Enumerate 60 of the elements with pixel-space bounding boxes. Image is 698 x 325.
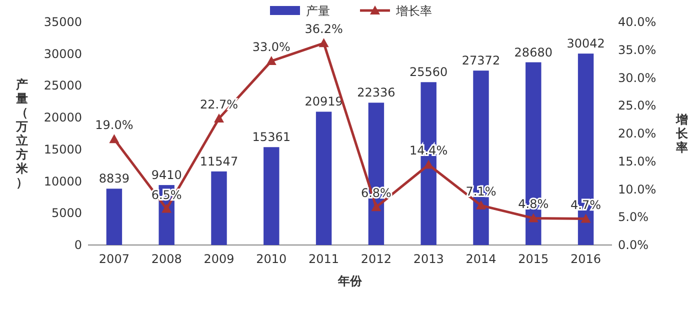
- y2-tick-label: 25.0%: [618, 98, 656, 113]
- point: [580, 214, 591, 223]
- x-tick-label: 2016: [570, 252, 602, 266]
- x-tick-label: 2010: [256, 252, 287, 266]
- legend-label: 增长率: [395, 4, 432, 18]
- bar: [211, 171, 227, 245]
- data-label: 6.8%: [360, 186, 392, 200]
- y-axis-title: 产量（万立方米）: [15, 78, 29, 190]
- point: [162, 204, 172, 213]
- data-label: 30042: [566, 36, 605, 51]
- y-tick-label: 20000: [44, 110, 82, 125]
- bar: [316, 112, 332, 245]
- y-tick-label: 30000: [44, 46, 82, 61]
- y2-tick-label: 10.0%: [618, 182, 656, 196]
- y-tick-label: 35000: [44, 15, 82, 29]
- x-tick-label: 2012: [360, 252, 392, 266]
- data-label: 6.5%: [151, 188, 182, 202]
- y2-tick-label: 20.0%: [618, 126, 656, 140]
- point: [266, 56, 276, 66]
- y2-tick-label: 30.0%: [618, 70, 656, 85]
- x-tick-label: 2013: [413, 252, 444, 266]
- x-axis-title: 年份: [337, 274, 363, 288]
- y-tick-label: 15000: [44, 142, 82, 156]
- data-label: 19.0%: [95, 118, 134, 132]
- x-tick-label: 2014: [466, 252, 496, 266]
- point: [371, 202, 382, 212]
- y2-tick-label: 40.0%: [618, 15, 656, 29]
- data-label: 8839: [98, 172, 130, 186]
- bar: [106, 188, 122, 245]
- data-label: 9410: [151, 168, 182, 182]
- x-tick-label: 2015: [518, 252, 549, 266]
- legend-label: 产量: [306, 4, 330, 18]
- y-tick-label: 25000: [44, 78, 82, 93]
- x-tick-label: 2011: [308, 252, 340, 266]
- data-label: 27372: [462, 54, 500, 68]
- data-label: 25560: [410, 65, 448, 80]
- y-tick-label: 10000: [44, 174, 82, 188]
- y2-axis-title: 增长率: [675, 112, 689, 154]
- y2-tick-label: 15.0%: [618, 154, 656, 168]
- bar: [264, 147, 280, 245]
- point: [528, 213, 538, 222]
- y2-tick-label: 35.0%: [618, 42, 656, 57]
- data-label: 33.0%: [252, 40, 290, 54]
- data-label: 22336: [357, 86, 396, 100]
- y-tick-label: 0: [74, 238, 82, 252]
- y2-tick-label: 5.0%: [618, 210, 648, 224]
- y2-tick-label: 0.0%: [618, 238, 648, 252]
- x-tick-label: 2009: [204, 252, 234, 266]
- y-tick-label: 5000: [51, 206, 82, 220]
- data-label: 28680: [514, 45, 552, 60]
- x-tick-label: 2008: [151, 252, 182, 266]
- data-label: 15361: [252, 130, 290, 144]
- point: [109, 134, 120, 144]
- data-label: 11547: [200, 154, 238, 168]
- data-label: 20919: [304, 94, 343, 109]
- x-tick-label: 2007: [98, 252, 130, 266]
- data-label: 36.2%: [304, 22, 343, 36]
- point: [214, 113, 224, 122]
- point: [318, 38, 329, 48]
- point: [476, 200, 486, 210]
